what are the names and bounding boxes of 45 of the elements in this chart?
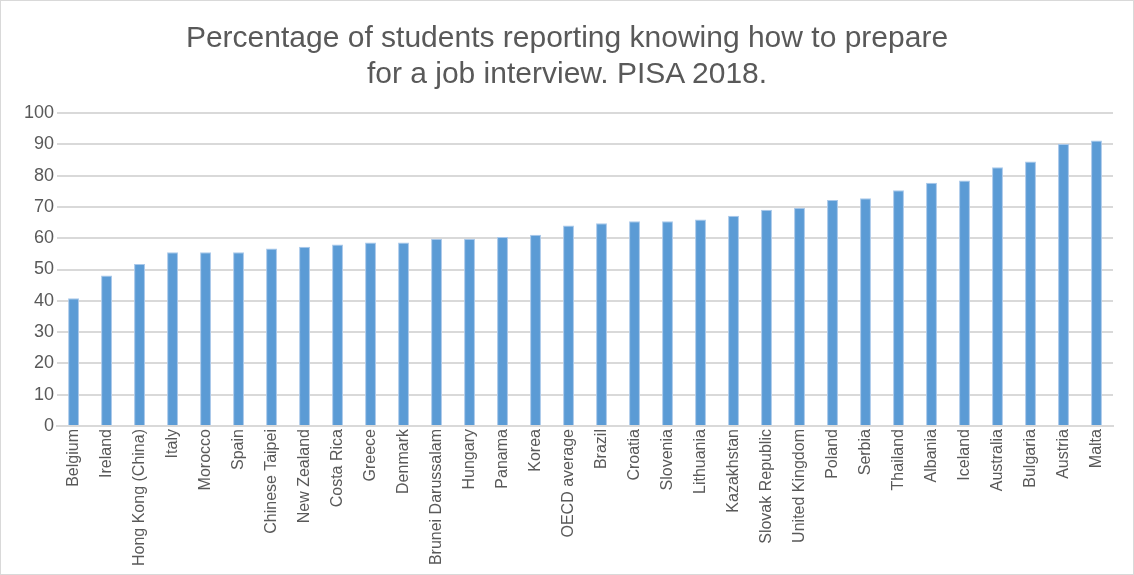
x-tick-label: Brunei Darussalam [426,429,444,566]
x-tick-label: Poland [822,429,840,479]
x-tick-label: Belgium [63,429,81,487]
y-tick-label: 20 [34,352,55,373]
text: for a job interview. PISA 2018. [366,56,768,90]
x-tick-label: Hungary [459,429,477,490]
x-tick-label: Morocco [195,428,213,491]
y-tick-label: 70 [34,195,55,216]
x-tick-label: Croatia [624,428,642,481]
y-tick-label: 80 [34,164,55,185]
x-tick-label: Denmark [393,428,411,494]
x-tick-label: Chinese Taipei [261,429,279,534]
x-tick-label: Albania [921,428,939,483]
y-tick-label: 30 [34,321,55,342]
x-tick-label: Slovak Republic [756,429,774,544]
x-tick-label: OECD average [558,428,576,538]
x-tick-label: Hong Kong (China) [129,429,147,566]
y-tick-label: 60 [34,227,55,248]
y-tick-label: 0 [44,415,55,435]
x-tick-label: Greece [360,428,378,482]
x-tick-label: Costa Rica [327,428,345,508]
x-tick-label: Austria [1053,428,1071,479]
x-tick-label: Lithuania [690,428,708,494]
x-tick-label: Panama [492,428,510,489]
y-tick-label: 90 [34,133,55,154]
x-tick-label: Australia [987,428,1005,492]
x-tick-label: Thailand [888,429,906,491]
x-tick-label: Italy [162,429,180,459]
y-tick-label: 100 [23,101,55,122]
x-tick-label: United Kingdom [789,429,807,543]
x-tick-label: Bulgaria [1020,428,1038,488]
y-tick-label: 50 [34,258,55,279]
x-tick-label: Kazakhstan [723,429,741,513]
x-tick-label: Korea [525,428,543,472]
x-tick-label: New Zealand [294,429,312,524]
x-tick-label: Spain [228,429,246,470]
x-tick-label: Slovenia [657,428,675,491]
y-tick-label: 10 [34,383,55,404]
x-tick-label: Serbia [855,428,873,476]
y-tick-label: 40 [34,289,55,310]
text: Percentage of students reporting knowing how to prepare [185,20,949,54]
x-tick-label: Iceland [954,429,972,481]
x-tick-label: Malta [1086,428,1104,469]
x-tick-label: Brazil [591,429,609,470]
x-tick-label: Ireland [96,429,114,478]
